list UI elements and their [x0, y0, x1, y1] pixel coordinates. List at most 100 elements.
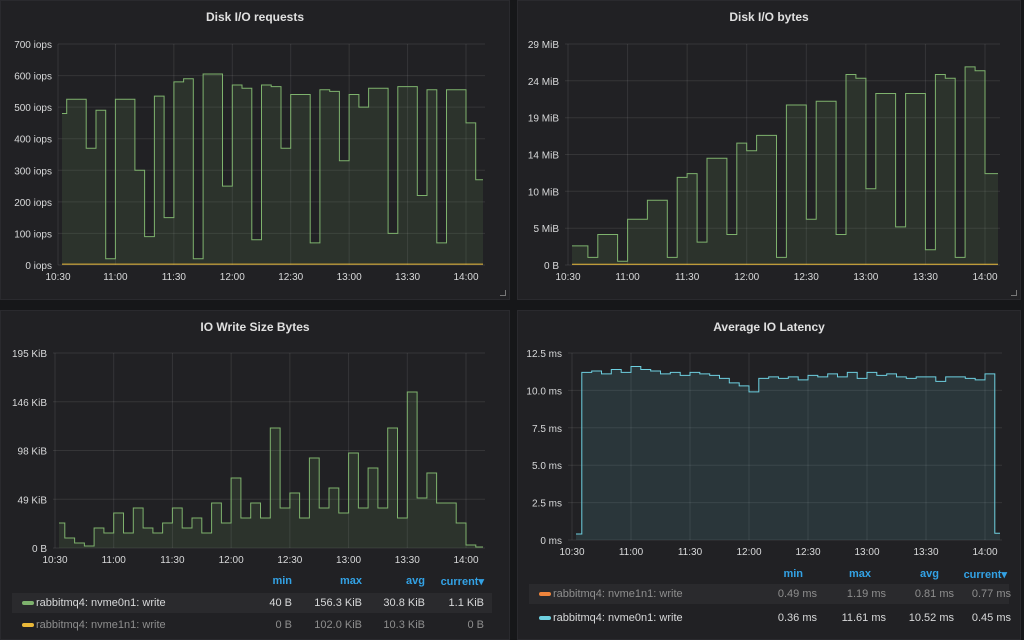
y-tick-label: 19 MiB	[528, 114, 559, 125]
legend-header-current-label: current	[963, 569, 1002, 581]
legend-header-avg[interactable]: avg	[406, 575, 425, 587]
series-line[interactable]	[576, 366, 1000, 535]
x-tick-label: 14:00	[972, 272, 997, 283]
series-max: 156.3 KiB	[314, 597, 362, 609]
panel-disk-io-bytes: Disk I/O bytes	[517, 0, 1021, 300]
x-tick-label: 13:00	[336, 555, 361, 566]
series-max: 1.19 ms	[846, 588, 886, 600]
resize-handle[interactable]	[500, 290, 506, 296]
series-current: 1.1 KiB	[448, 597, 484, 609]
x-tick-label: 12:00	[734, 272, 759, 283]
x-tick-label: 12:00	[219, 555, 244, 566]
sort-desc-icon: ▾	[1001, 569, 1007, 581]
legend-io-write-size: min max avg current▾ rabbitmq4: nvme0n1:…	[0, 574, 510, 636]
chart-3: 0 ms 2.5 ms 5.0 ms 7.5 ms 10.0 ms 12.5 ms 10:3…	[526, 349, 1002, 558]
resize-handle[interactable]	[1011, 290, 1017, 296]
y-tick-label: 300 iops	[14, 166, 52, 177]
x-tick-label: 12:00	[736, 547, 761, 558]
series-color-swatch[interactable]	[22, 623, 34, 627]
series-color-swatch[interactable]	[539, 592, 551, 596]
y-tick-label: 10.0 ms	[526, 386, 562, 397]
legend-row[interactable]: rabbitmq4: nvme0n1: write 40 B 156.3 KiB…	[12, 593, 492, 613]
legend-row[interactable]: rabbitmq4: nvme0n1: write 0.36 ms 11.61 …	[529, 608, 1011, 628]
legend-header-current-label: current	[440, 576, 479, 588]
series-max: 11.61 ms	[841, 612, 886, 624]
legend-row[interactable]: rabbitmq4: nvme1n1: write 0.49 ms 1.19 m…	[529, 584, 1011, 604]
y-tick-label: 195 KiB	[12, 349, 47, 360]
legend-header-current[interactable]: current▾	[441, 575, 484, 588]
x-tick-label: 10:30	[45, 272, 70, 283]
y-tick-label: 0 ms	[540, 536, 562, 547]
legend-header-current[interactable]: current▾	[964, 568, 1007, 581]
series-max: 102.0 KiB	[314, 619, 362, 631]
x-tick-label: 11:30	[675, 272, 700, 283]
panel-io-write-size: IO Write Size Bytes	[0, 310, 510, 640]
x-tick-label: 13:00	[854, 547, 879, 558]
x-tick-label: 13:30	[395, 555, 420, 566]
y-tick-label: 5.0 ms	[532, 461, 562, 472]
x-tick-label: 13:30	[913, 547, 938, 558]
x-tick-label: 12:30	[277, 555, 302, 566]
series-name[interactable]: rabbitmq4: nvme1n1: write	[36, 619, 166, 631]
y-tick-label: 146 KiB	[12, 398, 47, 409]
sort-desc-icon: ▾	[478, 576, 484, 588]
series-avg: 30.8 KiB	[383, 597, 425, 609]
y-tick-label: 500 iops	[14, 103, 52, 114]
series-current: 0 B	[467, 619, 484, 631]
series-avg: 0.81 ms	[914, 588, 954, 600]
series-color-swatch[interactable]	[539, 616, 551, 620]
series-name[interactable]: rabbitmq4: nvme1n1: write	[553, 588, 683, 600]
panel-title[interactable]: Average IO Latency	[713, 320, 825, 334]
x-tick-label: 13:00	[853, 272, 878, 283]
x-tick-label: 11:30	[160, 555, 185, 566]
series-line[interactable]	[572, 66, 998, 262]
series-line[interactable]	[62, 73, 483, 260]
panel-disk-io-requests: Disk I/O requests	[0, 0, 510, 300]
x-tick-label: 12:00	[220, 272, 245, 283]
legend-header-min[interactable]: min	[783, 568, 803, 580]
x-tick-label: 12:30	[278, 272, 303, 283]
series-area	[62, 74, 483, 265]
x-tick-label: 13:30	[395, 272, 420, 283]
y-tick-label: 700 iops	[14, 40, 52, 51]
legend-row[interactable]: rabbitmq4: nvme1n1: write 0 B 102.0 KiB …	[12, 615, 492, 635]
series-line[interactable]	[59, 391, 483, 548]
x-tick-label: 10:30	[555, 272, 580, 283]
x-tick-label: 14:00	[453, 272, 478, 283]
chart-1: 0 B 5 MiB 10 MiB 14 MiB 19 MiB 24 MiB 29 MiB 10…	[528, 40, 1000, 283]
chart-2: 0 B 49 KiB 98 KiB 146 KiB 195 KiB 10:30 11:00 1…	[12, 349, 485, 566]
panel-title[interactable]: IO Write Size Bytes	[200, 320, 310, 334]
x-tick-label: 11:30	[162, 272, 187, 283]
series-color-swatch[interactable]	[22, 601, 34, 605]
y-tick-label: 10 MiB	[528, 187, 559, 198]
legend-header-avg[interactable]: avg	[920, 568, 939, 580]
x-tick-label: 13:00	[337, 272, 362, 283]
y-tick-label: 0 B	[544, 261, 559, 272]
x-tick-label: 10:30	[559, 547, 584, 558]
y-tick-label: 0 B	[32, 544, 47, 555]
legend-header-max[interactable]: max	[339, 575, 362, 587]
x-tick-label: 14:00	[972, 547, 997, 558]
x-tick-label: 12:30	[795, 547, 820, 558]
panel-title[interactable]: Disk I/O requests	[205, 10, 305, 24]
series-min: 40 B	[269, 597, 292, 609]
x-tick-label: 14:00	[453, 555, 478, 566]
y-tick-label: 600 iops	[14, 72, 52, 83]
series-area	[576, 366, 1000, 540]
panel-title[interactable]: Disk I/O bytes	[729, 10, 809, 24]
series-name[interactable]: rabbitmq4: nvme0n1: write	[36, 597, 166, 609]
y-tick-label: 7.5 ms	[532, 424, 562, 435]
x-tick-label: 11:00	[103, 272, 128, 283]
legend-header-max[interactable]: max	[848, 568, 871, 580]
x-tick-label: 12:30	[794, 272, 819, 283]
x-tick-label: 11:00	[619, 547, 644, 558]
series-name[interactable]: rabbitmq4: nvme0n1: write	[553, 612, 683, 624]
series-min: 0.36 ms	[777, 612, 817, 624]
series-current: 0.77 ms	[971, 588, 1011, 600]
series-area	[572, 66, 998, 266]
y-tick-label: 200 iops	[14, 198, 52, 209]
legend-header-min[interactable]: min	[272, 575, 292, 587]
y-tick-label: 2.5 ms	[532, 499, 562, 510]
y-tick-label: 24 MiB	[528, 77, 559, 88]
